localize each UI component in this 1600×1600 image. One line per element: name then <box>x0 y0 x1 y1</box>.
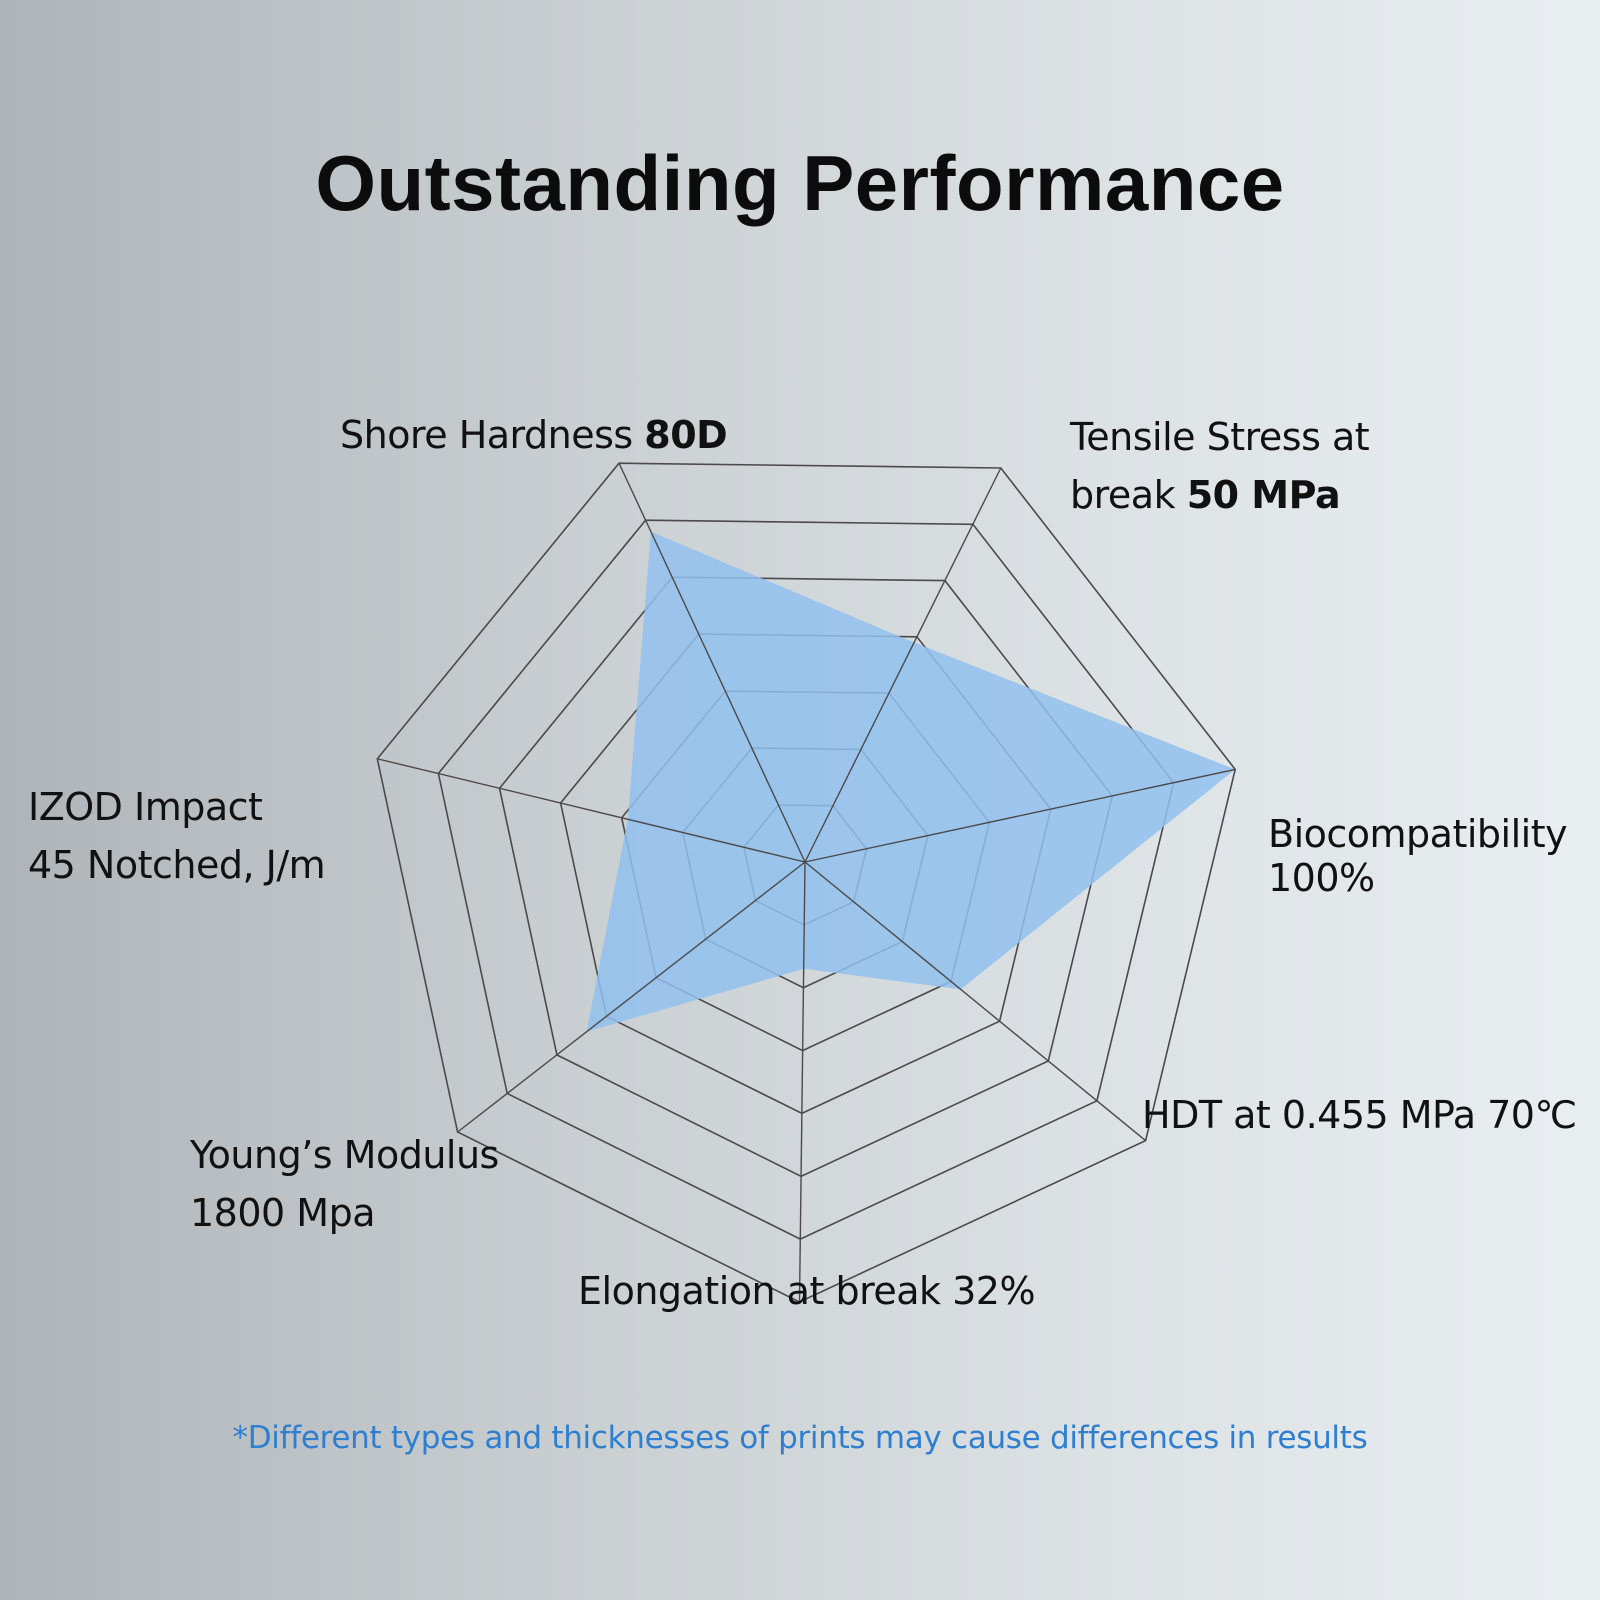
grid-ring-7 <box>376 462 1237 1303</box>
axis-name-izod-impact: IZOD Impact <box>28 785 263 829</box>
spoke-hdt <box>804 861 1147 1142</box>
axis-value-biocompatibility: 100% <box>1268 856 1375 900</box>
axis-value-shore-hardness: 80D <box>644 413 728 457</box>
data-area <box>586 531 1236 1032</box>
spoke-tensile <box>804 467 1002 863</box>
axis-name-elongation: Elongation at break 32% <box>578 1269 1036 1313</box>
axis-label-hdt: HDT at 0.455 MPa 70℃ <box>1142 1086 1577 1144</box>
spoke-shore <box>618 462 806 863</box>
axis-name-tensile-stress: Tensile Stress at break <box>1070 415 1370 517</box>
axis-label-tensile-stress: Tensile Stress at break 50 MPa <box>1070 408 1410 524</box>
grid-ring-6 <box>437 519 1175 1240</box>
axis-name-biocompatibility: Biocompatibility <box>1268 812 1568 856</box>
axis-value-izod-impact: 45 Notched, J/m <box>28 843 326 887</box>
axis-name-youngs-modulus: Young’s Modulus <box>190 1133 499 1177</box>
spoke-izod <box>377 758 806 863</box>
spoke-bio <box>804 768 1236 863</box>
grid-ring-5 <box>498 576 1114 1178</box>
radar-spokes <box>377 462 1236 1303</box>
axis-value-youngs-modulus: 1800 Mpa <box>190 1191 375 1235</box>
page-title: Outstanding Performance <box>315 139 1285 227</box>
spoke-young <box>457 861 806 1133</box>
axis-label-izod-impact: IZOD Impact 45 Notched, J/m <box>28 778 326 894</box>
footnote: *Different types and thicknesses of prin… <box>232 1420 1368 1456</box>
spoke-elong <box>798 861 806 1303</box>
axis-value-tensile-stress: 50 MPa <box>1186 473 1341 517</box>
axis-name-shore-hardness: Shore Hardness <box>340 413 633 457</box>
axis-name-hdt: HDT at 0.455 MPa 70℃ <box>1142 1093 1577 1137</box>
axis-label-biocompatibility: Biocompatibility 100% <box>1268 812 1568 900</box>
axis-label-elongation: Elongation at break 32% <box>578 1262 1036 1320</box>
axis-label-youngs-modulus: Young’s Modulus 1800 Mpa <box>190 1126 499 1242</box>
axis-label-shore-hardness: Shore Hardness 80D <box>340 406 728 464</box>
